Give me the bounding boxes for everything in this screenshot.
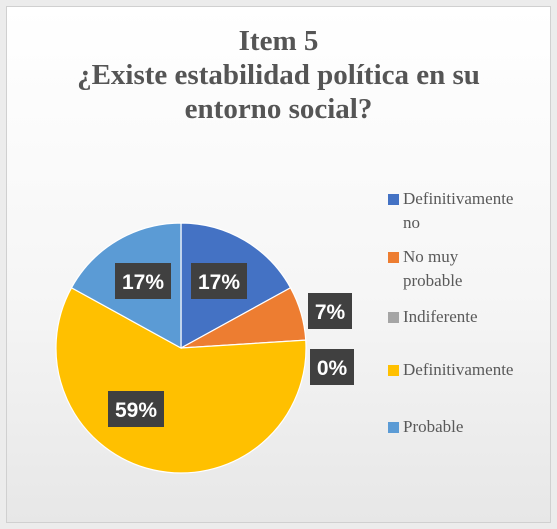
- legend-swatch: [388, 422, 399, 433]
- legend-swatch: [388, 312, 399, 323]
- data-label-text: 17%: [122, 271, 164, 294]
- legend-item-definitivamente-no: Definitivamente no: [388, 189, 513, 232]
- data-label-box: [108, 391, 164, 427]
- legend-swatch: [388, 365, 399, 376]
- legend-item-indiferente: Indiferente: [388, 307, 478, 326]
- legend-item-definitivamente: Definitivamente: [388, 360, 513, 379]
- pie-slices: [55, 222, 307, 474]
- data-label-no-muy-probable: 7%: [308, 293, 352, 329]
- data-label-box: [191, 263, 247, 299]
- legend-swatch: [388, 252, 399, 263]
- legend-label: Indiferente: [403, 307, 478, 326]
- chart-title-line-3: entorno social?: [184, 93, 373, 125]
- chart-title: Item 5 ¿Existe estabilidad política en s…: [6, 24, 551, 126]
- chart-legend: Definitivamente no No muy probable Indiferen…: [388, 189, 513, 436]
- chart-title-line-2: ¿Existe estabilidad política en su: [77, 59, 480, 91]
- data-label-text: 0%: [317, 357, 348, 380]
- data-label-indiferente: 0%: [310, 349, 354, 385]
- legend-label: Probable: [403, 417, 463, 436]
- data-label-text: 7%: [315, 301, 346, 324]
- legend-swatch: [388, 194, 399, 205]
- data-label-definitivamente-no: 17%: [191, 263, 247, 299]
- data-label-text: 17%: [198, 271, 240, 294]
- data-label-probable: 17%: [115, 263, 171, 299]
- legend-item-probable: Probable: [388, 417, 463, 436]
- data-label-definitivamente: 59%: [108, 391, 164, 427]
- chart-title-line-1: Item 5: [238, 25, 319, 57]
- data-label-box: [115, 263, 171, 299]
- data-label-text: 59%: [115, 399, 157, 422]
- legend-label: no: [403, 213, 420, 232]
- legend-label: probable: [403, 271, 462, 290]
- data-label-box: [308, 293, 352, 329]
- pie-data-labels: 17% 7% 0% 59% 17%: [108, 263, 354, 427]
- legend-label: No muy: [403, 247, 459, 266]
- legend-item-no-muy-probable: No muy probable: [388, 247, 462, 290]
- legend-label: Definitivamente: [403, 360, 513, 379]
- data-label-box: [310, 349, 354, 385]
- legend-label: Definitivamente: [403, 189, 513, 208]
